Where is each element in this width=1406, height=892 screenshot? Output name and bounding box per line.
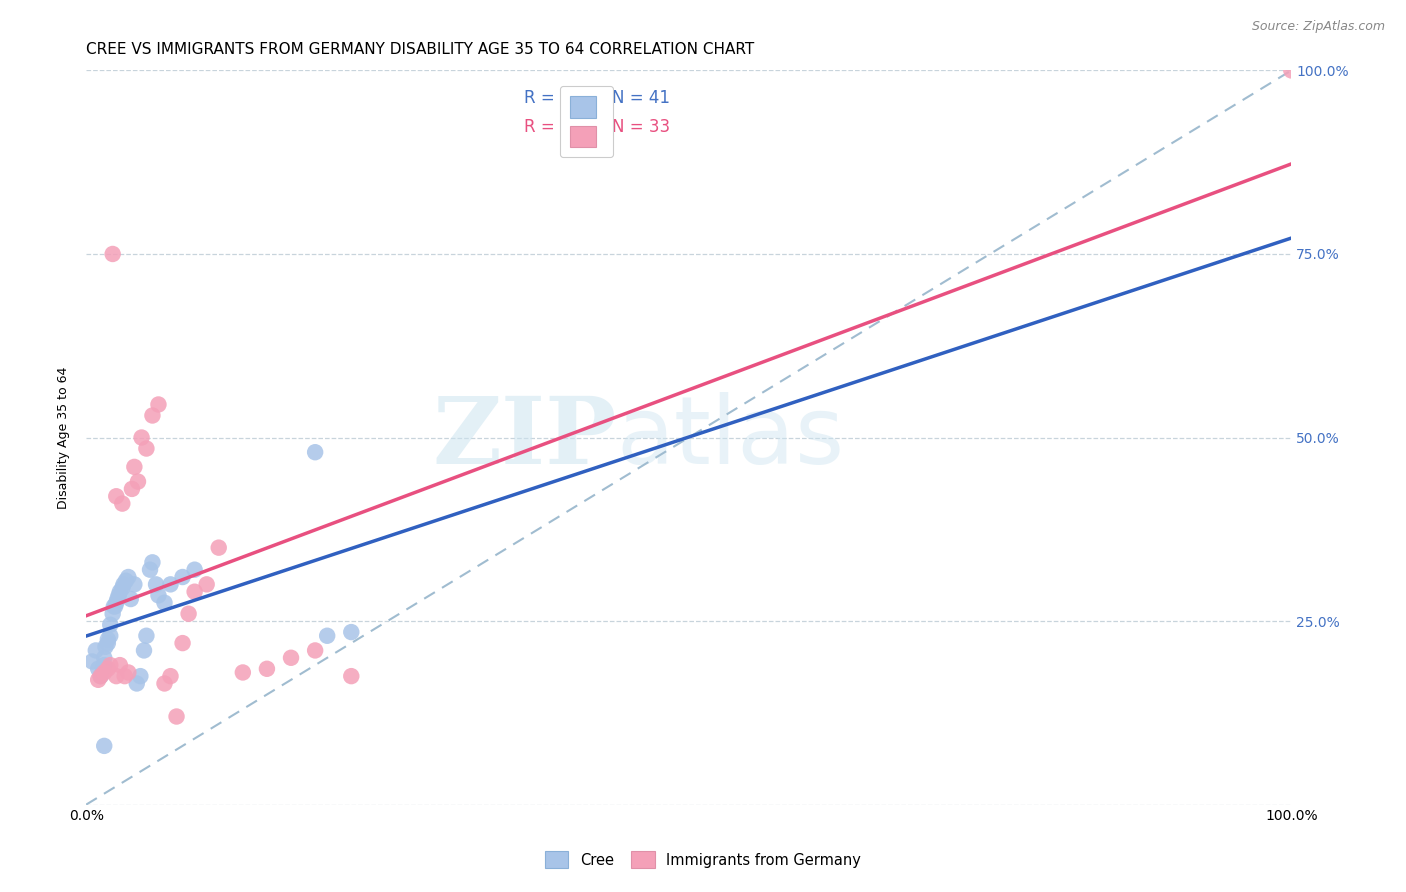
- Point: [340, 625, 363, 640]
- Point: [166, 709, 188, 723]
- Point: [97, 632, 120, 647]
- Point: [105, 596, 128, 610]
- Point: [93, 739, 115, 753]
- Point: [117, 570, 139, 584]
- Point: [145, 577, 167, 591]
- Point: [121, 482, 143, 496]
- Point: [127, 475, 149, 489]
- Point: [132, 643, 155, 657]
- Point: [111, 497, 134, 511]
- Legend: , : ,: [560, 87, 613, 157]
- Point: [114, 669, 136, 683]
- Point: [90, 669, 112, 683]
- Point: [183, 584, 205, 599]
- Point: [107, 592, 129, 607]
- Point: [87, 673, 110, 687]
- Point: [135, 629, 157, 643]
- Point: [93, 658, 115, 673]
- Point: [153, 596, 176, 610]
- Point: [117, 665, 139, 680]
- Point: [125, 676, 148, 690]
- Text: N = 33: N = 33: [612, 118, 669, 136]
- Point: [105, 669, 128, 683]
- Legend: Cree, Immigrants from Germany: Cree, Immigrants from Germany: [538, 846, 868, 874]
- Point: [124, 577, 146, 591]
- Point: [304, 643, 326, 657]
- Point: [93, 665, 115, 680]
- Point: [101, 607, 124, 621]
- Point: [316, 629, 339, 643]
- Point: [97, 636, 120, 650]
- Point: [1279, 63, 1302, 78]
- Point: [208, 541, 231, 555]
- Point: [97, 662, 120, 676]
- Point: [91, 662, 114, 676]
- Point: [98, 629, 121, 643]
- Point: [84, 643, 107, 657]
- Point: [141, 409, 163, 423]
- Point: [87, 662, 110, 676]
- Point: [159, 669, 181, 683]
- Text: R = 0.776: R = 0.776: [523, 118, 607, 136]
- Point: [90, 669, 112, 683]
- Point: [129, 669, 152, 683]
- Point: [115, 574, 138, 588]
- Point: [107, 588, 129, 602]
- Point: [256, 662, 278, 676]
- Point: [108, 584, 131, 599]
- Text: R = 0.586: R = 0.586: [523, 89, 607, 107]
- Point: [148, 397, 170, 411]
- Point: [120, 592, 142, 607]
- Point: [232, 665, 254, 680]
- Point: [98, 658, 121, 673]
- Text: CREE VS IMMIGRANTS FROM GERMANY DISABILITY AGE 35 TO 64 CORRELATION CHART: CREE VS IMMIGRANTS FROM GERMANY DISABILI…: [86, 42, 755, 57]
- Point: [131, 430, 153, 444]
- Point: [98, 617, 121, 632]
- Text: N = 41: N = 41: [612, 89, 669, 107]
- Point: [177, 607, 200, 621]
- Point: [108, 658, 131, 673]
- Point: [141, 555, 163, 569]
- Point: [101, 247, 124, 261]
- Point: [153, 676, 176, 690]
- Point: [304, 445, 326, 459]
- Point: [104, 599, 127, 614]
- Point: [94, 640, 117, 654]
- Y-axis label: Disability Age 35 to 64: Disability Age 35 to 64: [58, 367, 70, 508]
- Point: [93, 650, 115, 665]
- Text: ZIP: ZIP: [432, 392, 616, 483]
- Point: [111, 581, 134, 595]
- Point: [105, 489, 128, 503]
- Text: Source: ZipAtlas.com: Source: ZipAtlas.com: [1251, 20, 1385, 33]
- Point: [103, 599, 125, 614]
- Point: [340, 669, 363, 683]
- Point: [280, 650, 302, 665]
- Point: [172, 570, 194, 584]
- Point: [82, 655, 104, 669]
- Point: [148, 588, 170, 602]
- Point: [124, 459, 146, 474]
- Point: [139, 563, 162, 577]
- Point: [135, 442, 157, 456]
- Point: [172, 636, 194, 650]
- Point: [183, 563, 205, 577]
- Point: [112, 577, 135, 591]
- Point: [195, 577, 218, 591]
- Point: [159, 577, 181, 591]
- Text: atlas: atlas: [616, 392, 845, 483]
